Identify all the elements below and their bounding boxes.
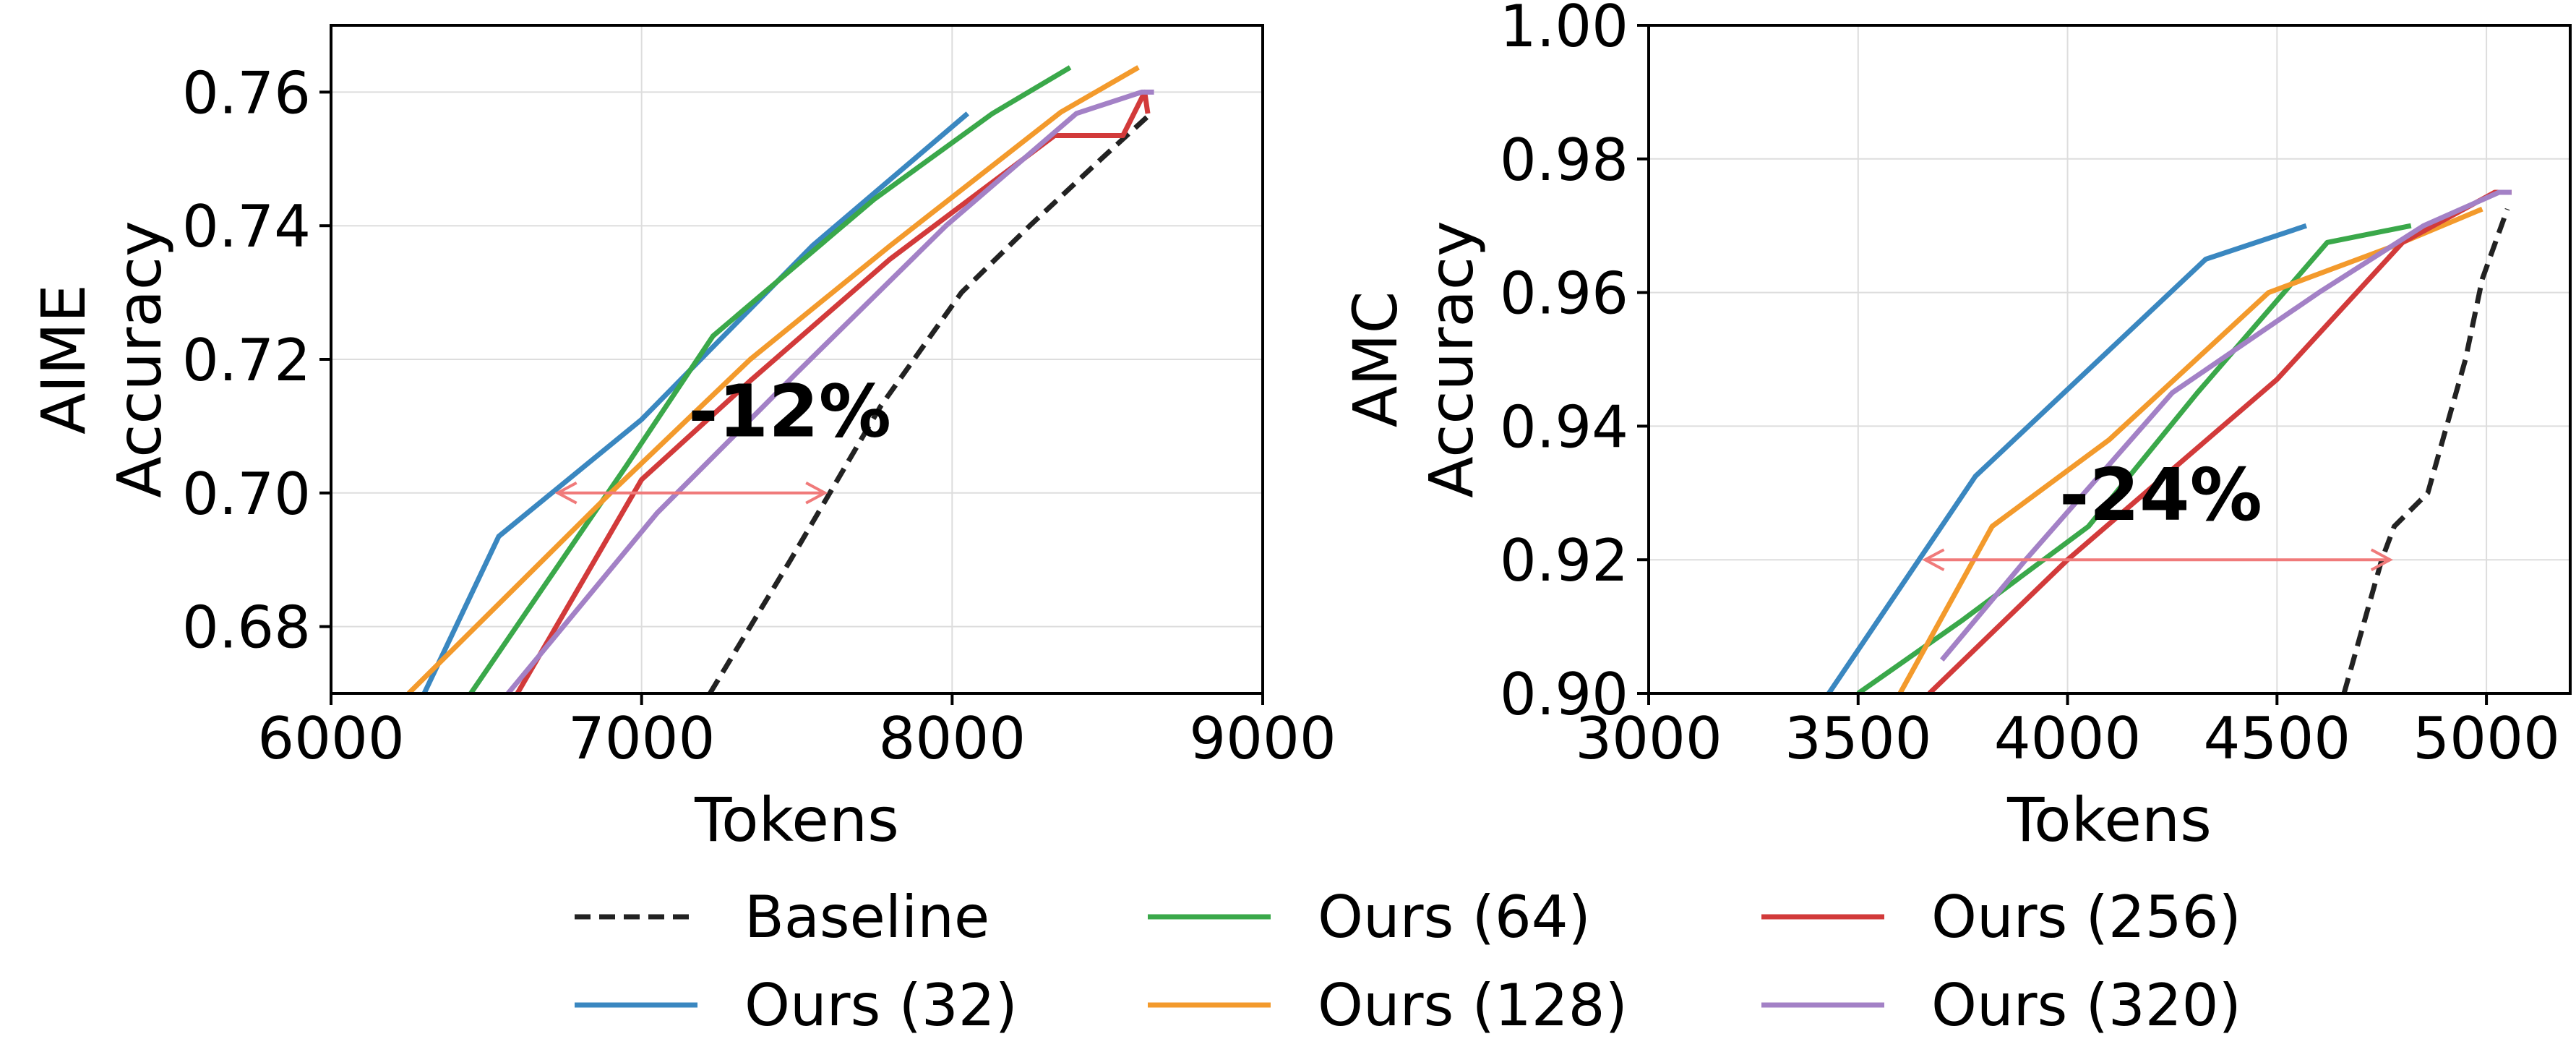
y-tick-label: 0.98 [1500,127,1628,194]
x-tick-label: 4000 [1994,705,2142,772]
legend-label-ours-32: Ours (32) [744,972,1018,1039]
annotation-arrow-head-left [1922,548,1945,571]
legend-label-ours-64: Ours (64) [1318,884,1591,951]
legend-label-ours-320: Ours (320) [1931,972,2241,1039]
y-tick-label: 0.92 [1500,527,1628,594]
series-line-baseline [708,111,1153,693]
annotation-label: -12% [688,369,891,453]
x-tick-label: 4500 [2204,705,2351,772]
x-axis-label: Tokens [694,784,899,855]
x-tick-label: 7000 [568,705,716,772]
y-tick-label: 1.00 [1500,0,1628,60]
y-tick-label: 0.70 [182,461,311,528]
aime-chart: -12% 6000 7000 8000 9000 0.68 0.70 0.72 0.74 0.76… [28,24,1336,855]
y-axis-label-line: Accuracy [1416,221,1487,498]
annotation-label: -24% [2059,453,2262,537]
y-tick-label: 0.90 [1500,661,1628,728]
series-line-ours-128 [406,65,1140,693]
x-tick-label: 3500 [1785,705,1932,772]
y-tick-label: 0.96 [1500,260,1628,328]
series-line-ours-320 [506,89,1154,693]
annotation-arrow-head-right [805,482,828,505]
series-line-ours-256 [1927,189,2512,693]
y-tick-label: 0.72 [182,327,311,394]
x-tick-label: 9000 [1189,705,1336,772]
series-line-ours-32 [421,111,970,693]
y-axis-label-line: AIME [28,284,99,435]
annotation-arrow-head-right [2370,548,2394,571]
series-line-ours-256 [515,89,1151,693]
y-axis-label-line: AMC [1340,291,1411,428]
legend-label-baseline: Baseline [744,884,989,951]
y-tick-label: 0.94 [1500,393,1628,461]
axes-frame [1647,24,2572,695]
series-line-ours-64 [1856,223,2412,693]
legend: Baseline Ours (32) Ours (64) Ours (128) Ours… [575,884,2241,1039]
series-line-baseline [2341,208,2510,693]
x-tick-label: 3000 [1575,705,1722,772]
legend-label-ours-128: Ours (128) [1318,972,1628,1039]
x-tick-label: 6000 [257,705,405,772]
annotation-arrow-head-left [554,482,578,505]
legend-label-ours-256: Ours (256) [1931,884,2241,951]
y-axis-label-line: Accuracy [104,221,175,498]
amc-chart: -24% 3000 3500 4000 4500 5000 0.90 0.92 0.94 0.96… [1340,0,2572,855]
x-axis-label: Tokens [2006,784,2212,855]
y-tick-label: 0.74 [182,193,311,260]
y-tick-label: 0.76 [182,59,311,127]
x-tick-label: 5000 [2413,705,2560,772]
y-tick-label: 0.68 [182,594,311,662]
series-group [1826,189,2512,693]
series-line-ours-32 [1826,223,2307,693]
x-tick-label: 8000 [879,705,1026,772]
series-group [406,65,1154,693]
